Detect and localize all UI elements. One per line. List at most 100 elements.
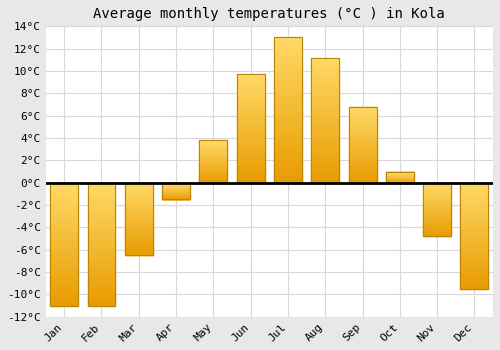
Bar: [88, 286, 116, 287]
Bar: [125, 238, 153, 239]
Bar: [50, 218, 78, 219]
Bar: [88, 202, 116, 204]
Bar: [312, 138, 339, 139]
Bar: [125, 212, 153, 213]
Bar: [460, 286, 488, 287]
Bar: [348, 156, 376, 157]
Bar: [125, 248, 153, 249]
Bar: [348, 149, 376, 150]
Bar: [460, 237, 488, 238]
Bar: [50, 201, 78, 202]
Bar: [348, 154, 376, 155]
Bar: [50, 282, 78, 284]
Bar: [460, 192, 488, 193]
Bar: [348, 147, 376, 148]
Bar: [460, 235, 488, 236]
Bar: [88, 293, 116, 295]
Bar: [88, 228, 116, 229]
Bar: [274, 168, 302, 170]
Bar: [460, 188, 488, 189]
Bar: [460, 243, 488, 244]
Bar: [312, 81, 339, 83]
Bar: [312, 159, 339, 160]
Bar: [236, 136, 264, 137]
Bar: [274, 72, 302, 74]
Bar: [125, 251, 153, 252]
Bar: [423, 218, 451, 219]
Bar: [125, 198, 153, 199]
Bar: [423, 228, 451, 229]
Bar: [460, 185, 488, 186]
Bar: [312, 86, 339, 88]
Bar: [50, 292, 78, 293]
Bar: [348, 116, 376, 117]
Bar: [274, 87, 302, 88]
Bar: [88, 193, 116, 194]
Bar: [50, 239, 78, 240]
Bar: [125, 188, 153, 189]
Bar: [236, 156, 264, 157]
Bar: [125, 225, 153, 226]
Bar: [236, 176, 264, 177]
Bar: [460, 253, 488, 254]
Bar: [312, 70, 339, 71]
Bar: [460, 239, 488, 240]
Bar: [423, 187, 451, 188]
Bar: [312, 154, 339, 155]
Bar: [312, 141, 339, 143]
Bar: [50, 214, 78, 215]
Bar: [236, 180, 264, 181]
Bar: [460, 278, 488, 279]
Bar: [125, 189, 153, 190]
Bar: [236, 160, 264, 161]
Bar: [50, 281, 78, 282]
Bar: [50, 222, 78, 223]
Bar: [460, 183, 488, 184]
Bar: [200, 152, 228, 153]
Bar: [274, 133, 302, 135]
Bar: [423, 221, 451, 222]
Bar: [88, 232, 116, 233]
Bar: [348, 165, 376, 166]
Bar: [348, 151, 376, 152]
Bar: [125, 253, 153, 254]
Bar: [236, 123, 264, 124]
Bar: [423, 204, 451, 205]
Bar: [348, 122, 376, 123]
Bar: [50, 284, 78, 285]
Bar: [88, 274, 116, 275]
Bar: [88, 236, 116, 237]
Bar: [50, 237, 78, 238]
Bar: [274, 158, 302, 160]
Bar: [200, 164, 228, 165]
Bar: [423, 211, 451, 212]
Bar: [125, 236, 153, 237]
Bar: [460, 201, 488, 202]
Bar: [274, 59, 302, 61]
Bar: [423, 183, 451, 184]
Bar: [50, 242, 78, 243]
Bar: [312, 169, 339, 170]
Bar: [125, 249, 153, 250]
Bar: [460, 267, 488, 268]
Bar: [348, 133, 376, 134]
Bar: [274, 156, 302, 158]
Bar: [460, 269, 488, 270]
Bar: [312, 153, 339, 154]
Bar: [460, 233, 488, 234]
Bar: [274, 107, 302, 108]
Bar: [348, 157, 376, 158]
Bar: [460, 187, 488, 188]
Bar: [236, 164, 264, 165]
Bar: [88, 231, 116, 232]
Bar: [200, 161, 228, 162]
Bar: [88, 234, 116, 236]
Bar: [236, 78, 264, 79]
Bar: [312, 172, 339, 173]
Bar: [312, 72, 339, 74]
Bar: [460, 247, 488, 248]
Bar: [312, 108, 339, 109]
Bar: [312, 150, 339, 152]
Bar: [423, 231, 451, 232]
Bar: [200, 155, 228, 156]
